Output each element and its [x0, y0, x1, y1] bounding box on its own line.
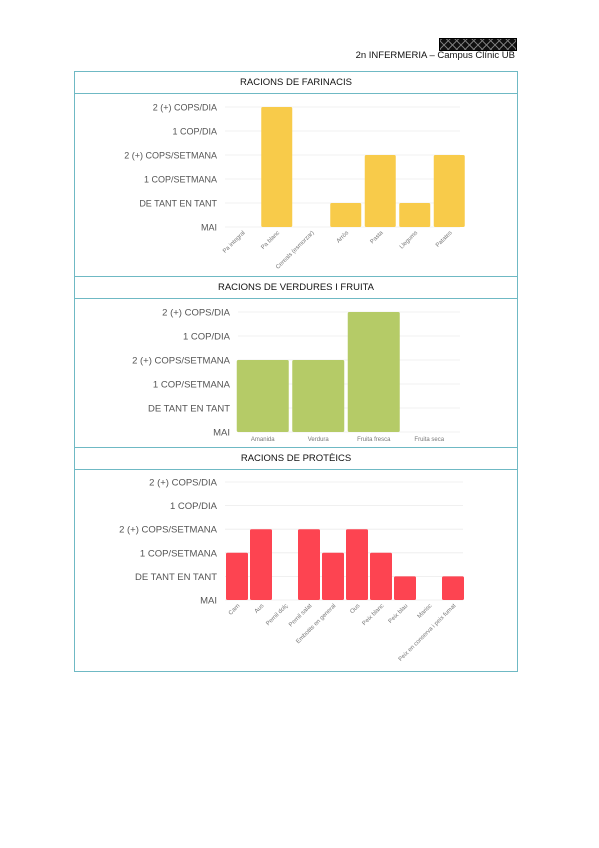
x-tick-label: Peix blanc	[362, 603, 386, 627]
x-tick-label: Fruita fresca	[357, 437, 391, 443]
y-tick-label: 2 (+) COPS/SETMANA	[124, 151, 217, 161]
bar	[292, 360, 345, 432]
bar	[298, 529, 320, 600]
chart-proteics: MAI DE TANT EN TANT 1 COP/SETMANA 2 (+) COP…	[119, 478, 464, 663]
x-tick-label: Carn	[228, 603, 241, 616]
section-title-farinacis: RACIONS DE FARINACIS	[74, 71, 518, 94]
bar	[346, 529, 368, 600]
bar	[236, 360, 289, 432]
x-tick-label: Patates	[435, 230, 454, 249]
x-tick-label: Amanida	[251, 437, 275, 443]
y-tick-label: 1 COP/DIA	[170, 501, 218, 512]
x-tick-label: Pa integral	[222, 230, 247, 255]
y-tick-label: 1 COP/DIA	[183, 332, 231, 343]
section-title-proteics: RACIONS DE PROTÈICS	[74, 447, 518, 470]
x-tick-label: Aus	[254, 603, 266, 615]
y-tick-label: 2 (+) COPS/SETMANA	[132, 356, 231, 367]
bar	[330, 203, 362, 227]
x-tick-label: Marisc	[417, 603, 434, 620]
x-tick-label: Pasta	[370, 230, 386, 246]
bar	[261, 107, 293, 227]
y-tick-label: 1 COP/DIA	[172, 127, 217, 137]
x-tick-label: Peix blau	[388, 603, 410, 625]
y-tick-label: 1 COP/SETMANA	[144, 175, 217, 185]
y-tick-label: DE TANT EN TANT	[139, 199, 217, 209]
chart-verdures-fruita: MAI DE TANT EN TANT 1 COP/SETMANA 2 (+) COP…	[132, 308, 460, 443]
x-tick-label: Pernil dolç	[265, 603, 289, 627]
x-tick-label: Pa blanc	[260, 230, 281, 251]
bar	[399, 203, 431, 227]
redacted-name-block	[439, 38, 517, 51]
bar	[226, 552, 248, 600]
bar	[364, 155, 396, 227]
y-tick-label: MAI	[201, 223, 217, 233]
bar	[347, 312, 400, 432]
y-tick-label: 2 (+) COPS/DIA	[149, 478, 217, 489]
x-tick-label: Verdura	[308, 437, 330, 443]
x-tick-label: Arròs	[336, 230, 350, 244]
y-tick-label: MAI	[213, 428, 230, 439]
bar	[370, 552, 392, 600]
y-tick-label: 2 (+) COPS/SETMANA	[119, 525, 218, 536]
x-tick-label: Ous	[349, 603, 361, 615]
section-title-verdures-fruita: RACIONS DE VERDURES I FRUITA	[74, 276, 518, 299]
y-tick-label: MAI	[200, 596, 217, 607]
y-tick-label: DE TANT EN TANT	[148, 404, 230, 415]
page-header: 2n INFERMERIA – Campus Clínic UB	[355, 50, 515, 61]
y-tick-label: 1 COP/SETMANA	[140, 548, 218, 559]
chart-farinacis: MAI DE TANT EN TANT 1 COP/SETMANA 2 (+) COP…	[124, 103, 465, 271]
x-tick-label: Llegums	[399, 230, 419, 250]
x-tick-label: Fruita seca	[414, 437, 444, 443]
bar	[442, 576, 464, 600]
y-tick-label: DE TANT EN TANT	[135, 572, 217, 583]
y-tick-label: 1 COP/SETMANA	[153, 380, 231, 391]
bar	[250, 529, 272, 600]
x-tick-label: Pernil salat	[288, 603, 313, 628]
x-tick-label: Cereals (esmorzar)	[275, 230, 316, 271]
y-tick-label: 2 (+) COPS/DIA	[162, 308, 230, 319]
bar	[433, 155, 465, 227]
bar	[322, 552, 344, 600]
y-tick-label: 2 (+) COPS/DIA	[153, 103, 217, 113]
bar	[394, 576, 416, 600]
